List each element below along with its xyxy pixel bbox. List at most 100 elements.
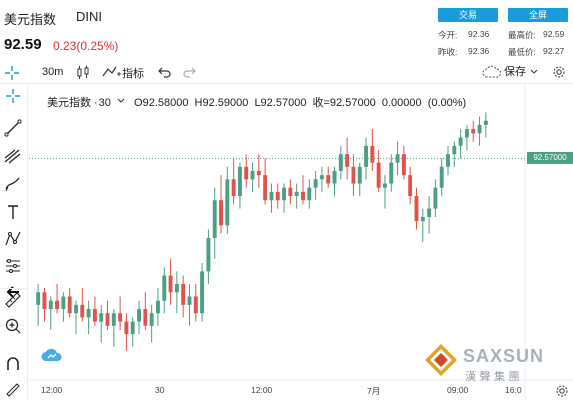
candle (111, 309, 116, 347)
candle (118, 296, 123, 330)
candle (206, 229, 211, 284)
candle-body (244, 166, 249, 180)
candle (263, 158, 268, 205)
prediction-tool-icon[interactable] (3, 256, 23, 276)
candle (357, 162, 362, 197)
crosshair-icon[interactable] (4, 65, 20, 86)
x-label-4: 09:00 (447, 385, 469, 395)
candle-body (452, 145, 457, 155)
x-label-5: 16:0 (505, 385, 522, 395)
candle-body (307, 187, 312, 201)
redo-icon[interactable] (182, 65, 196, 84)
candle-body (36, 292, 41, 305)
indicators-button[interactable]: 指标 (102, 65, 144, 82)
candle-body (471, 129, 476, 134)
candle-body (483, 120, 488, 125)
candle-body (212, 200, 217, 238)
candle (319, 166, 324, 192)
trend-line-icon[interactable] (3, 118, 23, 138)
undo-icon[interactable] (158, 65, 172, 84)
candle (67, 288, 72, 318)
candle-type-icon[interactable] (76, 65, 90, 85)
candle-body (364, 145, 368, 167)
candle-body (74, 304, 78, 314)
ohlc-legend: 美元指数 ·30 O92.58000 H92.59000 L92.57000 收=… (47, 96, 467, 109)
chevron-down-icon[interactable] (529, 65, 539, 84)
brush-icon[interactable] (3, 174, 23, 194)
candle (156, 288, 160, 326)
candle (237, 162, 242, 209)
candle (414, 187, 419, 230)
trade-button[interactable]: 交易 (438, 8, 498, 22)
candle-body (237, 166, 242, 197)
candle (370, 129, 375, 171)
candlestick-chart[interactable] (29, 84, 573, 400)
cloud-icon[interactable] (41, 346, 63, 364)
magnet-icon[interactable] (3, 354, 23, 374)
candle (301, 175, 305, 205)
legend-chevron-down-icon[interactable] (117, 96, 125, 106)
chart-area[interactable]: 美元指数 ·30 O92.58000 H92.59000 L92.57000 收=… (29, 84, 573, 400)
candle-body (143, 309, 148, 326)
candle (433, 179, 438, 217)
zoom-in-icon[interactable] (3, 316, 23, 336)
candle-body (294, 191, 299, 197)
candle (351, 154, 356, 197)
candle-body (370, 145, 375, 163)
candle (383, 175, 387, 209)
candle (376, 150, 381, 192)
candle (143, 292, 148, 330)
candle-body (61, 296, 66, 310)
instrument-symbol: DINI (76, 9, 102, 24)
candle-body (446, 154, 450, 167)
settings-gear-icon[interactable] (552, 65, 566, 84)
indicators-label: 指标 (122, 68, 144, 80)
candle (345, 137, 350, 180)
candle (212, 187, 217, 259)
candle (200, 263, 205, 322)
save-button[interactable]: 保存 (504, 66, 526, 78)
candle-body (225, 179, 230, 226)
interval-selector[interactable]: 30m (42, 66, 64, 78)
candle-body (332, 170, 337, 184)
low-value: 92.27 (543, 46, 565, 56)
candle (364, 137, 368, 180)
candle-body (48, 300, 53, 310)
fib-tool-icon[interactable] (3, 146, 23, 166)
candle-body (408, 175, 413, 197)
candle (483, 112, 488, 138)
candle-body (401, 154, 406, 176)
ruler-icon[interactable] (3, 290, 23, 310)
candle (427, 196, 432, 234)
price-change: 0.23(0.25%) (53, 39, 119, 53)
x-label-2: 12:00 (251, 385, 273, 395)
candle-body (124, 321, 129, 335)
candle-body (168, 275, 173, 293)
legend-high: H92.59000 (194, 97, 249, 109)
pattern-tool-icon[interactable] (3, 229, 23, 249)
candle (86, 300, 91, 335)
candle (401, 145, 406, 180)
drawing-toolbar (0, 84, 28, 400)
candle (55, 283, 60, 314)
legend-change: 0.00000 (381, 97, 422, 109)
cloud-save-icon[interactable] (482, 65, 502, 84)
text-tool-icon[interactable] (3, 202, 23, 222)
candle-body (275, 191, 280, 201)
open-label: 今开: (438, 30, 458, 40)
candle-body (464, 129, 469, 138)
cross-cursor-icon[interactable] (3, 86, 23, 106)
candle (99, 304, 104, 343)
candle-body (105, 313, 110, 326)
candle-body (433, 187, 438, 209)
fullscreen-button[interactable]: 全屏 (508, 8, 568, 22)
candle-body (351, 166, 356, 184)
candle-body (288, 187, 293, 197)
low-label: 最低价: (508, 47, 536, 57)
lock-pencil-icon[interactable] (3, 378, 23, 398)
candle (225, 166, 230, 234)
candle-body (326, 175, 331, 184)
saxsun-logo: SAXSUN 漢 聲 集 團 (419, 338, 569, 384)
legend-interval: 30 (98, 97, 111, 109)
chart-settings-icon[interactable] (555, 384, 569, 398)
